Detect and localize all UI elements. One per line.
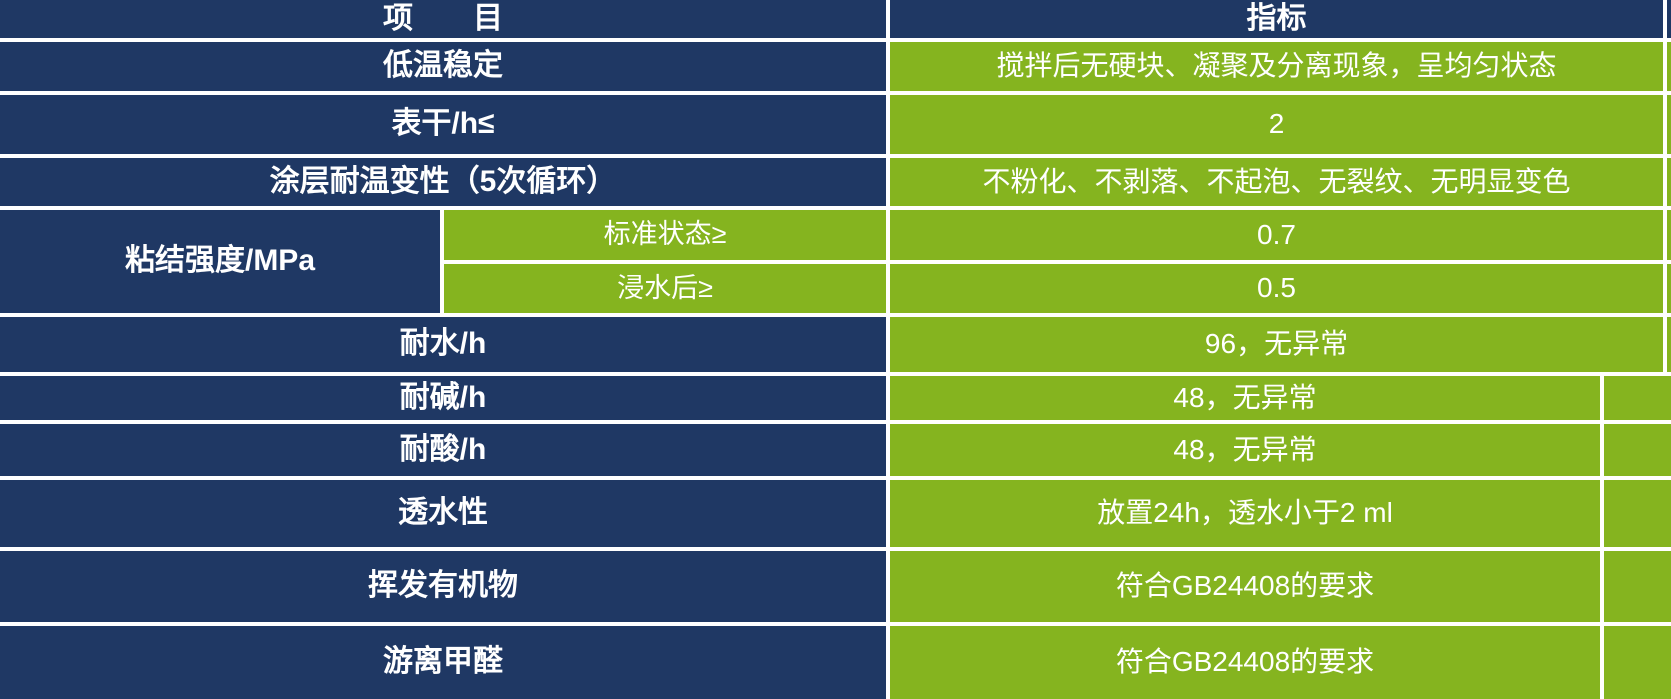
table-row-surface-dry: 表干/h≤ 2: [0, 95, 1671, 154]
table-row-water-resistance: 耐水/h 96，无异常: [0, 317, 1671, 372]
value-cell: 96，无异常: [890, 317, 1663, 372]
right-sliver: [1667, 95, 1671, 154]
table-row-temp-cycling: 涂层耐温变性（5次循环） 不粉化、不剥落、不起泡、无裂纹、无明显变色: [0, 158, 1671, 206]
group-item-cell: 粘结强度/MPa: [0, 210, 440, 313]
empty-end-cell: [1604, 424, 1671, 476]
header-indicator-label: 指标: [890, 0, 1663, 38]
table-row-bond-strength-group: 粘结强度/MPa 标准状态≥ 0.7 浸水后≥ 0.5: [0, 210, 1671, 313]
value-cell: 2: [890, 95, 1663, 154]
header-item-label: 项 目: [0, 0, 886, 38]
item-cell: 低温稳定: [0, 42, 886, 91]
right-sliver: [1667, 317, 1671, 372]
item-cell: 涂层耐温变性（5次循环）: [0, 158, 886, 206]
empty-end-cell: [1604, 626, 1671, 699]
right-sliver: [1667, 158, 1671, 206]
value-cell: 搅拌后无硬块、凝聚及分离现象，呈均匀状态: [890, 42, 1663, 91]
value-cell: 0.7: [890, 210, 1663, 260]
subrow-standard-state: 标准状态≥ 0.7: [444, 210, 1671, 260]
table-row-alkali-resistance: 耐碱/h 48，无异常: [0, 376, 1671, 420]
empty-end-cell: [1604, 551, 1671, 622]
sub-item-cell: 浸水后≥: [444, 263, 886, 313]
subrow-after-immersion: 浸水后≥ 0.5: [444, 263, 1671, 313]
value-cell: 48，无异常: [890, 376, 1600, 420]
table-header-row: 项 目 指标: [0, 0, 1671, 38]
table-row-volatile-organics: 挥发有机物 符合GB24408的要求: [0, 551, 1671, 622]
value-cell: 符合GB24408的要求: [890, 551, 1600, 622]
empty-end-cell: [1604, 376, 1671, 420]
value-cell: 48，无异常: [890, 424, 1600, 476]
item-cell: 耐碱/h: [0, 376, 886, 420]
value-cell: 不粉化、不剥落、不起泡、无裂纹、无明显变色: [890, 158, 1663, 206]
item-cell: 游离甲醛: [0, 626, 886, 699]
value-cell: 0.5: [890, 263, 1663, 313]
right-sliver: [1667, 42, 1671, 91]
bond-strength-subrows: 标准状态≥ 0.7 浸水后≥ 0.5: [444, 210, 1671, 313]
empty-end-cell: [1604, 480, 1671, 547]
value-cell: 符合GB24408的要求: [890, 626, 1600, 699]
item-cell: 表干/h≤: [0, 95, 886, 154]
sub-item-cell: 标准状态≥: [444, 210, 886, 260]
value-cell: 放置24h，透水小于2 ml: [890, 480, 1600, 547]
right-sliver: [1667, 263, 1671, 313]
table-row-free-formaldehyde: 游离甲醛 符合GB24408的要求: [0, 626, 1671, 699]
item-cell: 耐水/h: [0, 317, 886, 372]
item-cell: 挥发有机物: [0, 551, 886, 622]
header-right-sliver: [1667, 0, 1671, 38]
table-row-water-permeability: 透水性 放置24h，透水小于2 ml: [0, 480, 1671, 547]
table-row-acid-resistance: 耐酸/h 48，无异常: [0, 424, 1671, 476]
item-cell: 透水性: [0, 480, 886, 547]
right-sliver: [1667, 210, 1671, 260]
item-cell: 耐酸/h: [0, 424, 886, 476]
table-row-low-temp-stability: 低温稳定 搅拌后无硬块、凝聚及分离现象，呈均匀状态: [0, 42, 1671, 91]
